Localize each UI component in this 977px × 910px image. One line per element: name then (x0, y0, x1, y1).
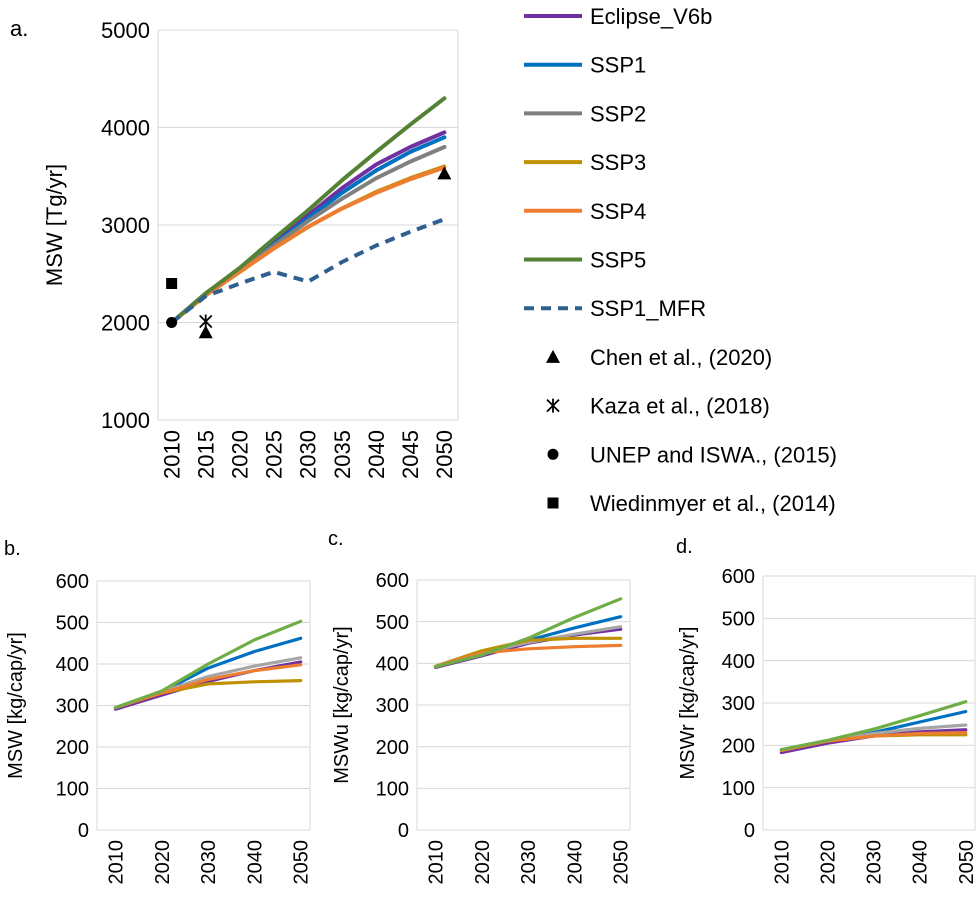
y-tick-label: 500 (722, 609, 755, 631)
legend-marker-square-icon (547, 497, 559, 509)
chart-panel-c: c. 0 100 200 300 400 500 600 2010 2020 2030 2040 205… (328, 528, 633, 885)
series-line-ssp4 (169, 165, 447, 325)
y-tick-label: 200 (56, 737, 89, 759)
y-tick-label: 0 (78, 820, 89, 842)
y-tick-label: 200 (376, 737, 409, 759)
y-tick-label: 1000 (101, 408, 150, 433)
legend-label: SSP1_MFR (590, 296, 706, 321)
y-tick-label: 400 (56, 654, 89, 676)
series-line-ssp3 (169, 164, 447, 325)
marker-asterisk-icon (199, 314, 213, 329)
x-tick-label: 2015 (193, 430, 218, 479)
y-tick-label: 500 (56, 613, 89, 635)
x-tick-label: 2040 (910, 840, 932, 885)
x-tick-label: 2040 (564, 840, 586, 885)
x-tick-label: 2010 (159, 430, 184, 479)
x-tick-label: 2010 (771, 840, 793, 885)
y-tick-label: 400 (722, 651, 755, 673)
marker-triangle-icon (437, 166, 452, 180)
y-tick-label: 0 (744, 820, 755, 842)
legend-label: Chen et al., (2020) (590, 345, 772, 370)
x-tick-label: 2045 (398, 430, 423, 479)
y-tick-label: 3000 (101, 213, 150, 238)
y-axis-label: MSW [Tg/yr] (42, 164, 67, 286)
legend-label: SSP1 (590, 53, 646, 78)
y-tick-label: 300 (56, 696, 89, 718)
chart-panel-b: b. 0 100 200 300 400 500 600 2010 2020 2030 2040 205… (4, 538, 313, 885)
legend-marker-triangle-icon (546, 349, 560, 363)
y-tick-label: 600 (722, 566, 755, 588)
panel-label: d. (676, 536, 693, 558)
y-axis-label: MSWr [kg/cap/yr] (677, 627, 699, 780)
legend-label: Wiedinmyer et al., (2014) (590, 491, 836, 516)
x-tick-label: 2020 (152, 840, 174, 885)
legend-label: SSP5 (590, 248, 646, 273)
legend-marker-circle-icon (547, 448, 559, 460)
series-line-ssp5 (779, 700, 968, 752)
series-line-ssp5 (113, 619, 303, 710)
y-tick-label: 300 (722, 693, 755, 715)
x-tick-label: 2030 (864, 840, 886, 885)
x-tick-label: 2030 (296, 430, 321, 479)
y-tick-label: 100 (56, 779, 89, 801)
marker-triangle-icon (198, 325, 213, 339)
y-tick-label: 500 (376, 612, 409, 634)
y-tick-label: 5000 (101, 18, 150, 43)
panel-label: b. (4, 538, 21, 560)
y-tick-label: 2000 (101, 310, 150, 335)
y-tick-label: 600 (376, 570, 409, 592)
x-tick-label: 2040 (364, 430, 389, 479)
x-tick-label: 2030 (198, 840, 220, 885)
series-line-ssp5 (433, 597, 623, 669)
x-tick-label: 2020 (472, 840, 494, 885)
y-tick-label: 4000 (101, 115, 150, 140)
x-tick-label: 2050 (611, 840, 633, 885)
marker-circle-icon (166, 317, 178, 328)
y-tick-label: 200 (722, 736, 755, 758)
x-tick-label: 2030 (518, 840, 540, 885)
x-tick-label: 2035 (330, 430, 355, 479)
x-tick-label: 2050 (291, 840, 313, 885)
x-tick-label: 2010 (106, 840, 128, 885)
y-tick-label: 600 (56, 571, 89, 593)
y-tick-label: 0 (398, 820, 409, 842)
x-tick-label: 2050 (432, 430, 457, 479)
series-line-ssp1-mfr (170, 217, 446, 325)
x-tick-label: 2010 (426, 840, 448, 885)
panel-label: c. (328, 528, 344, 550)
panel-label: a. (10, 16, 28, 41)
y-tick-label: 100 (722, 778, 755, 800)
y-axis-label: MSW [kg/cap/yr] (5, 632, 27, 779)
x-tick-label: 2025 (262, 430, 287, 479)
x-tick-label: 2040 (244, 840, 266, 885)
marker-square-icon (166, 278, 178, 289)
legend-label: SSP4 (590, 199, 646, 224)
x-tick-label: 2020 (228, 430, 253, 479)
legend-label: Eclipse_V6b (590, 4, 712, 29)
x-tick-label: 2050 (956, 840, 977, 885)
chart-panel-d: d. 0 100 200 300 400 500 600 2010 2020 2030 2040 205… (676, 536, 977, 885)
chart-panel-a: a. 1000 2000 3000 4000 5000 2010 2015 2020 2025 20… (10, 4, 837, 516)
series-line-ssp3 (113, 679, 303, 710)
legend-label: SSP2 (590, 101, 646, 126)
legend: Eclipse_V6b SSP1 SSP2 SSP3 SSP4 SSP5 SSP1_MFR C… (524, 4, 837, 516)
legend-label: Kaza et al., (2018) (590, 394, 770, 419)
y-tick-label: 400 (376, 654, 409, 676)
y-axis-label: MSWu [kg/cap/yr] (331, 626, 353, 783)
x-tick-label: 2020 (818, 840, 840, 885)
legend-label: SSP3 (590, 150, 646, 175)
legend-label: UNEP and ISWA., (2015) (590, 442, 837, 467)
y-tick-label: 300 (376, 695, 409, 717)
series-line-ssp5 (169, 96, 447, 325)
legend-marker-asterisk-icon (546, 398, 560, 413)
y-tick-label: 100 (376, 779, 409, 801)
